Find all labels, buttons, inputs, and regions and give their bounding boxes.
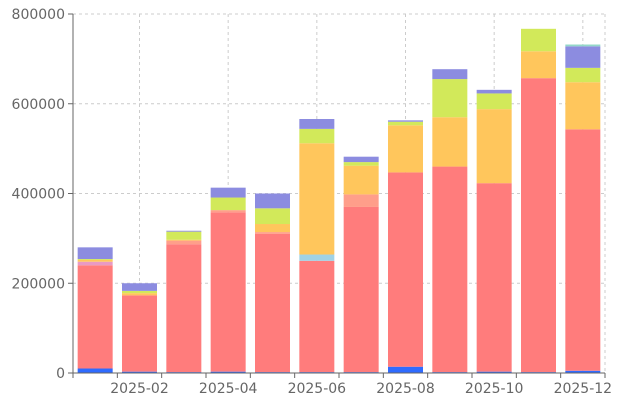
bar-segment	[210, 187, 246, 198]
bar-segment	[565, 370, 601, 373]
bar-segment	[432, 79, 468, 118]
bar-segment	[565, 46, 601, 68]
bar-segment	[255, 232, 290, 234]
bar-segment	[388, 172, 423, 367]
bar-segment	[255, 208, 290, 225]
bar-segment	[255, 224, 290, 233]
bar-segment	[432, 166, 468, 373]
bar-segment	[77, 261, 113, 266]
bar-segment	[476, 89, 512, 94]
bar-segment	[299, 119, 335, 129]
bar-segment	[122, 290, 157, 294]
bar-segment	[388, 125, 423, 173]
bar-segment	[565, 44, 601, 47]
bar-segment	[476, 93, 512, 110]
bar-segment	[343, 206, 379, 373]
bar-segment	[210, 371, 246, 373]
bar-segment	[122, 293, 157, 296]
bar-segment	[388, 121, 423, 126]
y-tick-label: 600000	[12, 97, 65, 113]
y-tick-label: 200000	[12, 276, 65, 292]
bar-segment	[299, 254, 335, 261]
bar-segment	[166, 231, 202, 240]
bar-segment	[122, 371, 157, 373]
bar-segment	[299, 143, 335, 255]
x-tick-label: 2025-12	[554, 381, 613, 397]
x-tick-label: 2025-10	[465, 381, 524, 397]
bar-segment	[565, 67, 601, 83]
bar-segment	[476, 183, 512, 372]
bar-segment	[521, 78, 556, 373]
x-tick-label: 2025-06	[288, 381, 347, 397]
bars-layer	[77, 28, 601, 373]
bar-segment	[77, 259, 113, 262]
x-tick-label: 2025-08	[376, 381, 435, 397]
bar-segment	[343, 165, 379, 195]
bar-segment	[166, 230, 202, 232]
y-tick-label: 800000	[12, 7, 65, 23]
bar-segment	[210, 212, 246, 372]
bar-segment	[166, 239, 202, 241]
bar-segment	[122, 283, 157, 291]
bar-segment	[77, 368, 113, 373]
y-tick-label: 0	[56, 366, 65, 382]
bar-segment	[476, 109, 512, 184]
bar-segment	[476, 371, 512, 373]
bar-segment	[255, 233, 290, 373]
y-tick-labels: 0 200000 400000 600000 800000	[12, 7, 65, 382]
x-tick-label: 2025-04	[199, 381, 258, 397]
y-tick-label: 400000	[12, 187, 65, 203]
bar-segment	[210, 197, 246, 211]
bar-segment	[255, 193, 290, 209]
bar-segment	[77, 247, 113, 260]
x-tick-label: 2025-02	[110, 381, 169, 397]
grid-layer	[73, 13, 606, 373]
bar-segment	[343, 156, 379, 163]
bar-segment	[432, 117, 468, 167]
bar-segment	[210, 210, 246, 213]
bar-segment	[77, 265, 113, 369]
bar-segment	[521, 51, 556, 79]
bar-segment	[388, 120, 423, 122]
bar-segment	[343, 194, 379, 207]
bar-segment	[388, 366, 423, 373]
bar-segment	[343, 162, 379, 166]
bar-segment	[166, 244, 202, 373]
bar-segment	[565, 82, 601, 130]
axes-layer	[68, 13, 606, 378]
bar-segment	[521, 28, 556, 52]
bar-segment	[166, 240, 202, 245]
bar-segment	[299, 260, 335, 373]
bar-segment	[299, 128, 335, 144]
bar-segment	[565, 129, 601, 371]
x-tick-labels: 2025-02 2025-04 2025-06 2025-08 2025-10 2025-…	[110, 381, 612, 397]
bar-segment	[122, 295, 157, 372]
bar-segment	[432, 69, 468, 80]
bar-segment	[77, 259, 113, 260]
